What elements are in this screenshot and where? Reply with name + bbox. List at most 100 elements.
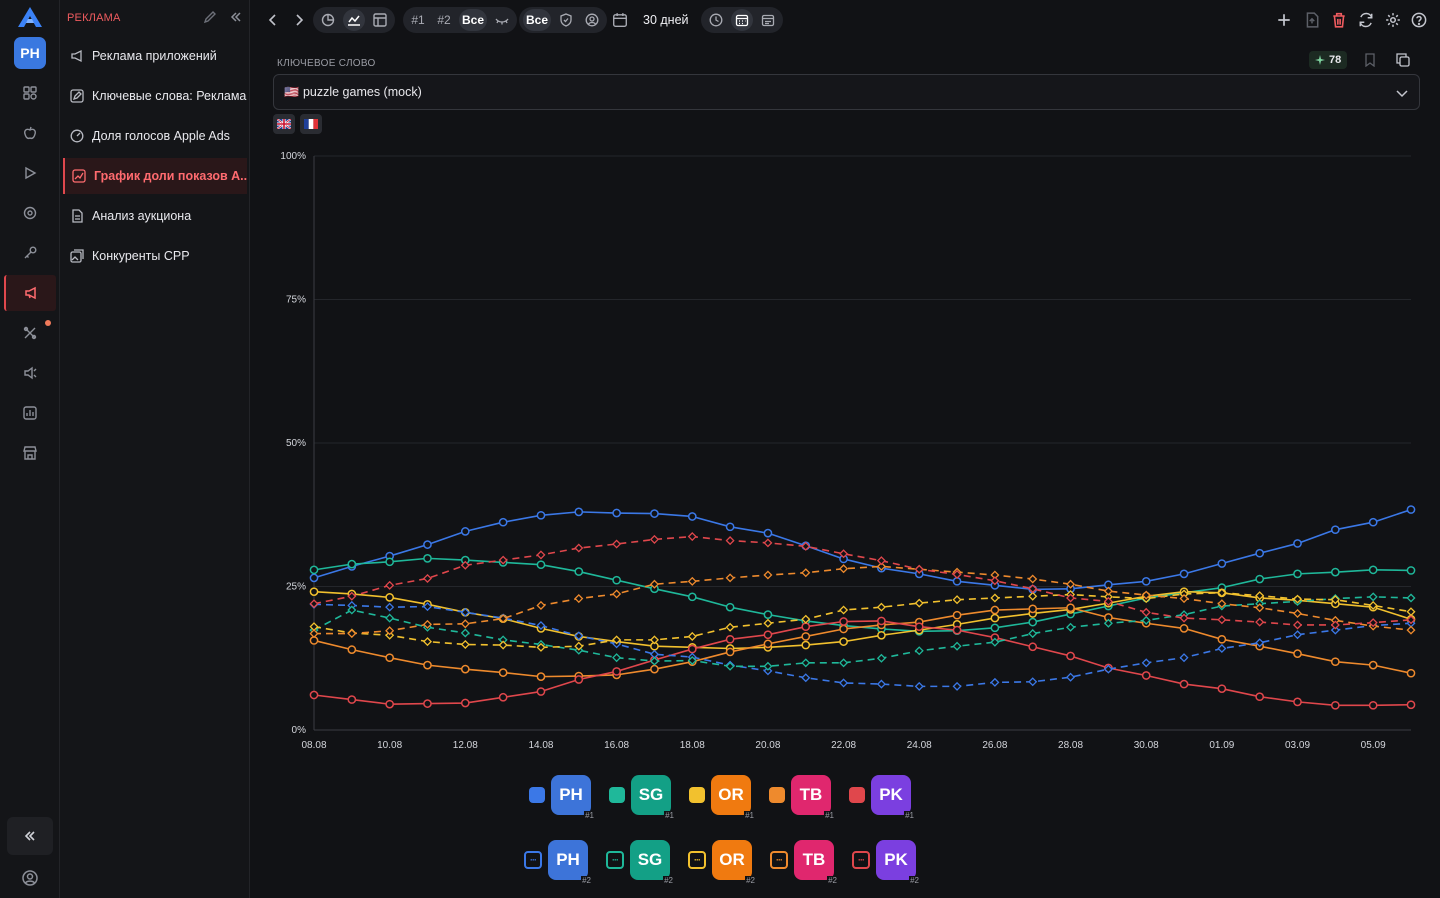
apple-icon[interactable] [20, 123, 40, 143]
legend-item-ph[interactable]: PH #1 [529, 775, 595, 820]
legend-item-ph[interactable]: ··· PH #2 [524, 840, 592, 885]
rank-2-button[interactable]: #2 [437, 13, 451, 27]
data-point [1217, 588, 1227, 598]
y-tick-label: 50% [286, 438, 306, 449]
chart-icon[interactable] [20, 403, 40, 423]
data-point [423, 554, 432, 563]
refresh-button[interactable] [1358, 7, 1374, 33]
pencil-icon[interactable] [203, 10, 217, 24]
legend-item-tb[interactable]: TB #1 [769, 775, 835, 820]
period-selector[interactable]: 30 дней [643, 13, 689, 27]
history-button[interactable] [705, 9, 727, 31]
data-point [1141, 615, 1151, 625]
sidebar-item-app-ads[interactable]: Реклама приложений [63, 38, 247, 74]
legend-item-pk[interactable]: ··· PK #2 [852, 840, 920, 885]
sidebar-item-label: Анализ аукциона [92, 209, 192, 223]
pie-chart-icon [321, 13, 335, 27]
data-point [725, 522, 735, 532]
data-point [1368, 660, 1378, 670]
sidebar-item-auction-analysis[interactable]: Анализ аукциона [63, 198, 247, 234]
data-point [649, 656, 659, 666]
account-icon[interactable] [20, 868, 40, 888]
sidebar-item-keywords-ads[interactable]: Ключевые слова: Реклама [63, 78, 247, 114]
export-button[interactable] [1304, 7, 1320, 33]
target-icon[interactable] [20, 203, 40, 223]
top-toolbar: #1 #2 Все Все 30 дней [250, 0, 1440, 40]
data-point [536, 550, 546, 560]
rank-all-button[interactable]: Все [459, 9, 488, 31]
data-point [1406, 668, 1416, 678]
app-filter-group: Все [519, 7, 608, 33]
back-button[interactable] [262, 7, 284, 33]
user-filter-button[interactable] [581, 9, 603, 31]
key-icon[interactable] [20, 243, 40, 263]
data-point [1028, 604, 1038, 614]
hide-button[interactable] [491, 9, 513, 31]
sidebar-item-share-of-voice[interactable]: Доля голосов Apple Ads [63, 118, 247, 154]
user-circle-icon [585, 13, 599, 27]
series-line-ph-rank2 [313, 603, 1412, 688]
data-point [1179, 569, 1189, 579]
forward-button[interactable] [288, 7, 310, 33]
dashed-series-swatch: ··· [852, 851, 870, 869]
app-logo-icon[interactable] [17, 6, 43, 28]
data-point [536, 621, 546, 631]
app-avatar-label: SG [637, 850, 663, 869]
data-point [498, 614, 508, 624]
speaker-icon[interactable] [20, 363, 40, 383]
help-button[interactable] [1411, 7, 1427, 33]
clock-icon [709, 13, 723, 27]
data-point [612, 589, 622, 599]
sidebar-item-impression-share-chart[interactable]: График доли показов А... [63, 158, 247, 194]
data-point [1028, 642, 1038, 652]
rank-1-button[interactable]: #1 [411, 13, 425, 27]
store-icon[interactable] [20, 443, 40, 463]
double-chevron-left-icon[interactable] [229, 10, 243, 24]
delete-button[interactable] [1331, 7, 1347, 33]
legend-item-sg[interactable]: ··· SG #2 [606, 840, 674, 885]
play-icon[interactable] [20, 163, 40, 183]
y-tick-label: 100% [280, 151, 306, 162]
filter-all-button[interactable]: Все [523, 9, 552, 31]
settings-button[interactable] [1385, 7, 1401, 33]
data-point [876, 602, 886, 612]
data-point [422, 637, 433, 647]
pie-view-button[interactable] [317, 9, 339, 31]
legend-item-or[interactable]: ··· OR #2 [688, 840, 756, 885]
data-point [1103, 596, 1113, 606]
table-view-button[interactable] [369, 9, 391, 31]
data-point [649, 635, 659, 645]
data-point [725, 661, 735, 671]
legend-item-tb[interactable]: ··· TB #2 [770, 840, 838, 885]
fr-flag-button[interactable] [300, 114, 322, 134]
user-avatar[interactable]: PH [14, 37, 46, 69]
keyword-select[interactable]: 🇺🇸 puzzle games (mock) [273, 74, 1420, 110]
data-point [952, 641, 962, 651]
apps-icon[interactable] [20, 83, 40, 103]
copy-icon[interactable] [1396, 53, 1410, 67]
data-point [1066, 593, 1076, 603]
data-point [498, 692, 508, 702]
data-point [1179, 613, 1189, 623]
calendar-button[interactable] [612, 7, 628, 33]
data-point [498, 555, 508, 565]
collapse-rail-button[interactable] [7, 817, 53, 855]
legend-item-pk[interactable]: PK #1 [849, 775, 915, 820]
line-view-button[interactable] [343, 9, 365, 31]
bookmark-icon[interactable] [1363, 53, 1377, 67]
series-swatch [849, 787, 865, 803]
legend-item-sg[interactable]: SG #1 [609, 775, 675, 820]
megaphone-icon[interactable] [4, 275, 56, 311]
legend-item-or[interactable]: OR #1 [689, 775, 755, 820]
uk-flag-button[interactable] [273, 114, 295, 134]
data-point [839, 549, 849, 559]
y-tick-label: 0% [292, 725, 307, 736]
shield-filter-button[interactable] [555, 9, 577, 31]
daily-button[interactable] [731, 9, 753, 31]
tools-icon[interactable] [20, 323, 40, 343]
add-button[interactable] [1276, 7, 1292, 33]
range-button[interactable] [757, 9, 779, 31]
data-point [536, 687, 546, 696]
sidebar-item-cpp-competitors[interactable]: Конкуренты CPP [63, 238, 247, 274]
data-point [990, 623, 1000, 633]
